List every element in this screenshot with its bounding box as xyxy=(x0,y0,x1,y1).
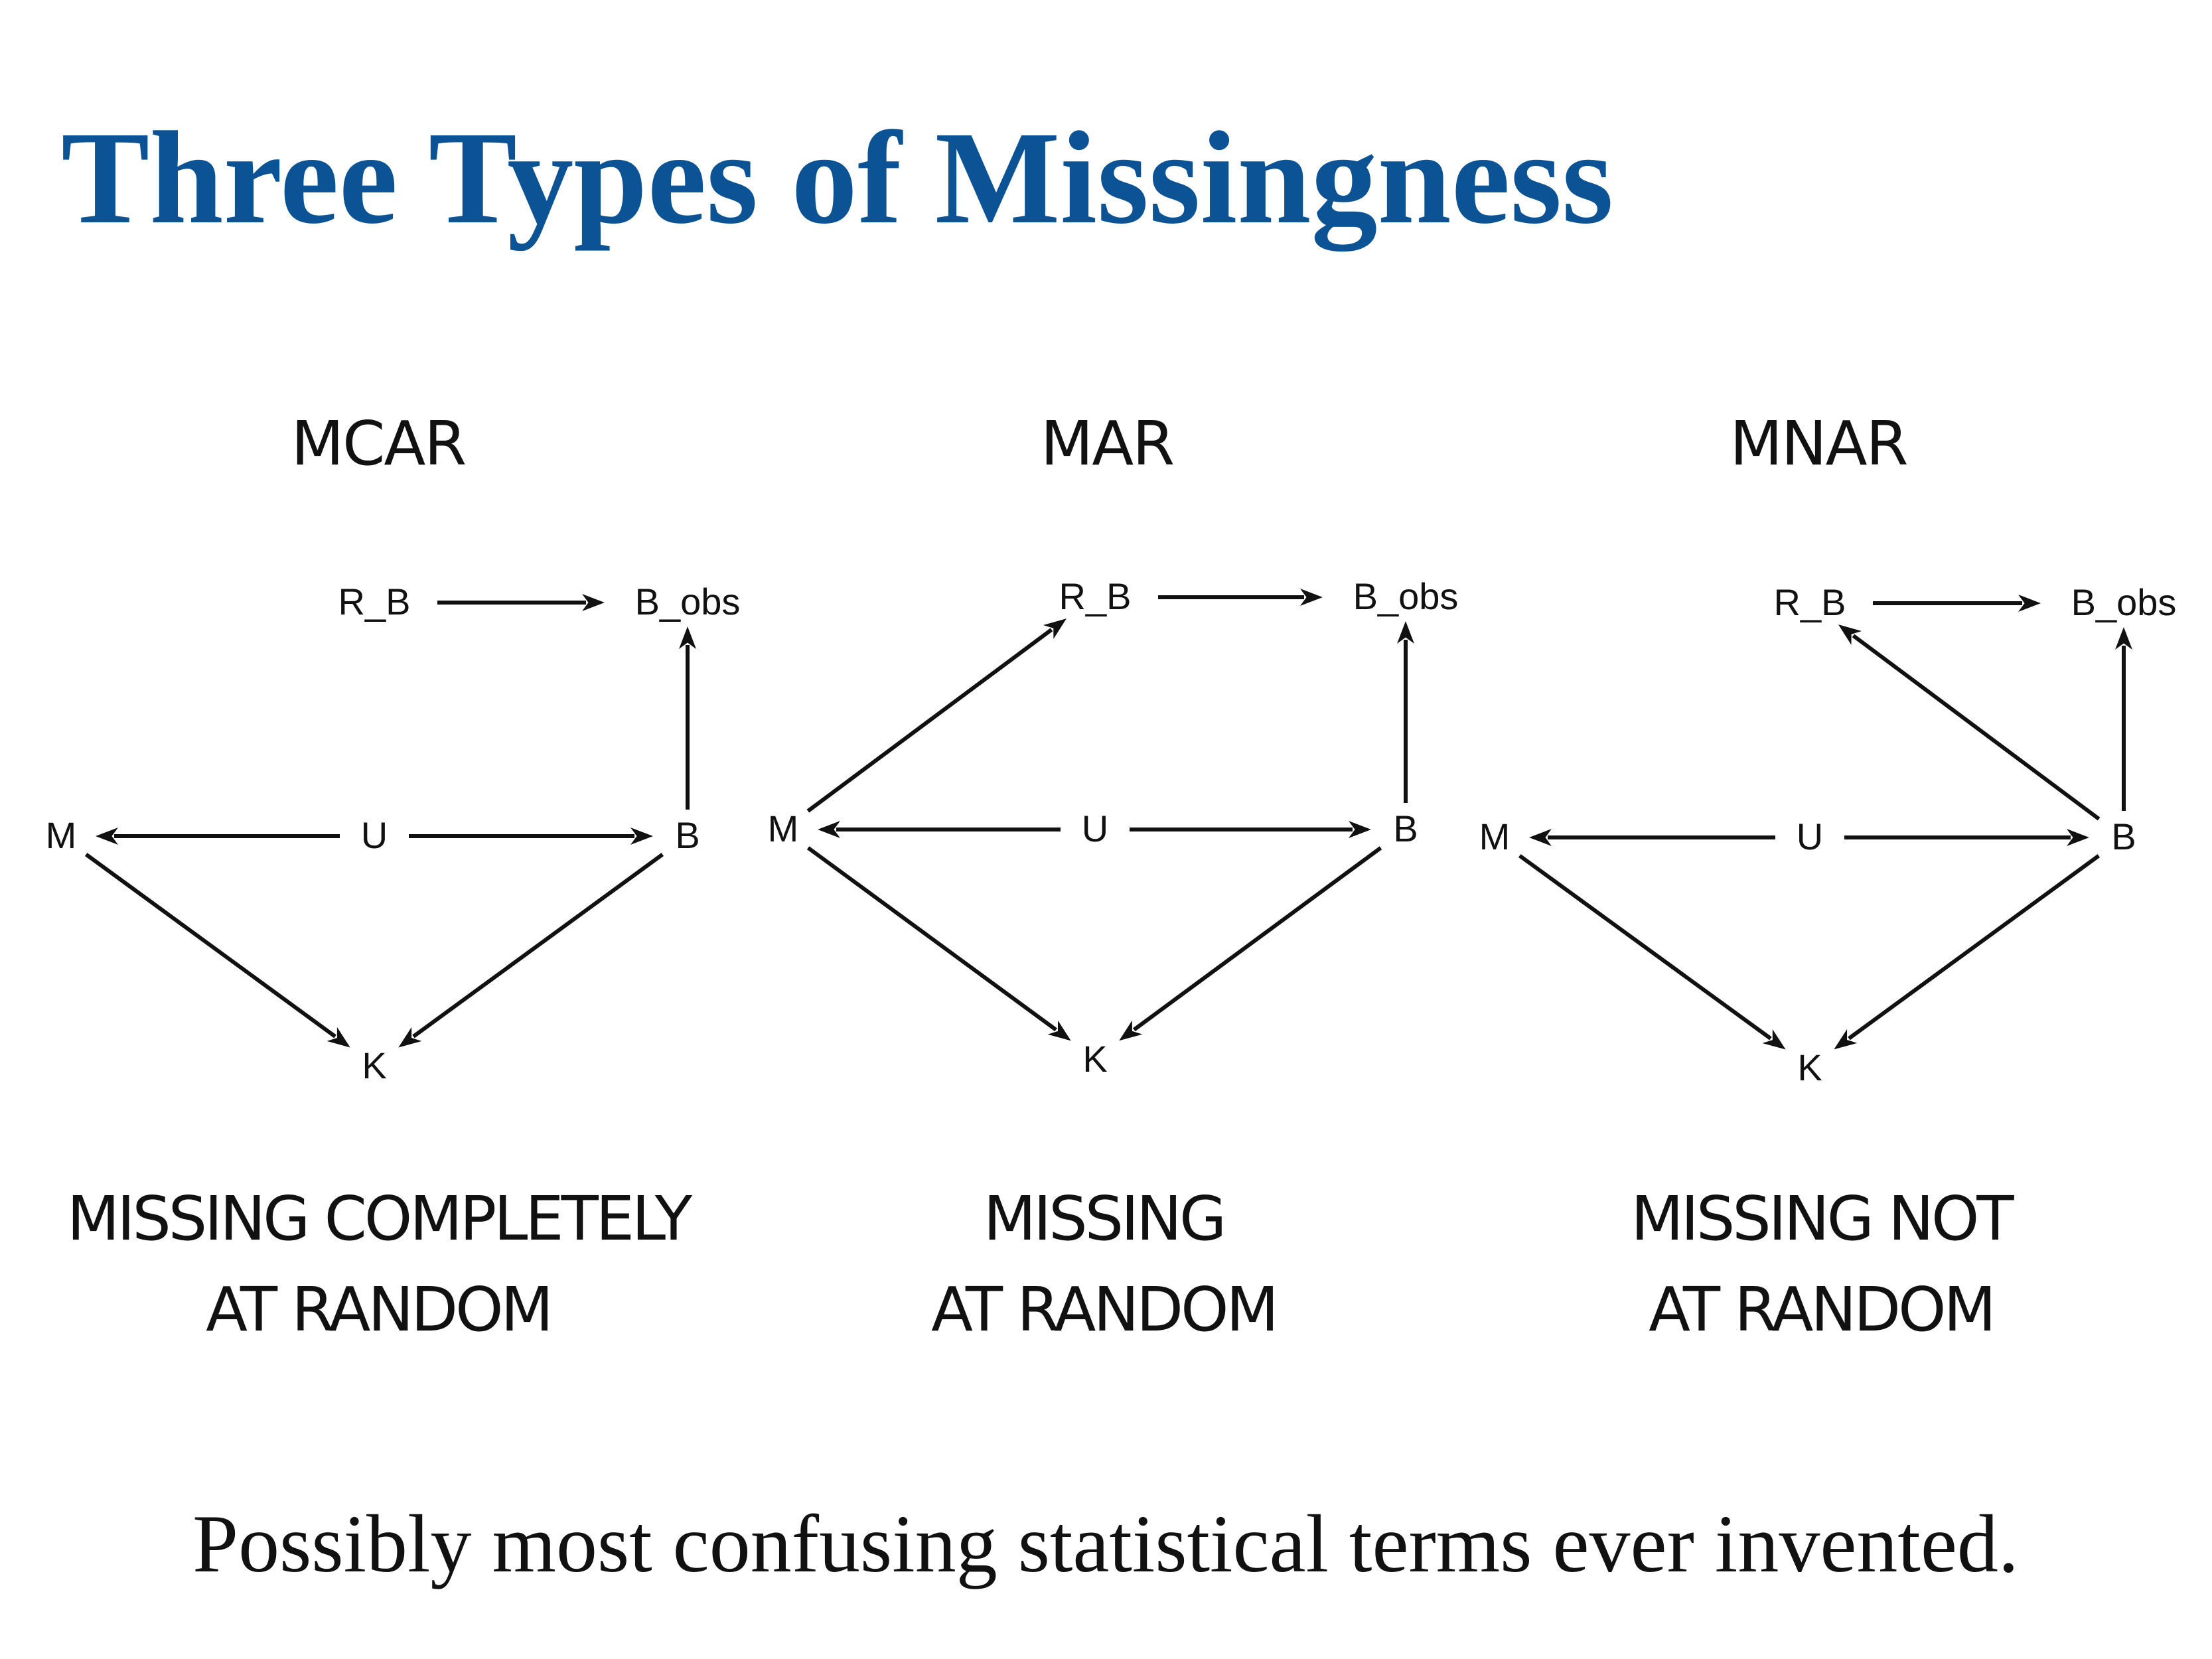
edge-line xyxy=(412,853,664,1039)
edge-u-to-m xyxy=(96,828,340,845)
arrow-head-icon xyxy=(679,626,696,649)
panel-heading-mcar: MCAR xyxy=(291,408,466,479)
arrow-head-icon xyxy=(1397,621,1414,644)
edge-line xyxy=(806,846,1057,1032)
edge-m-to-r-b xyxy=(806,618,1067,813)
arrow-head-icon xyxy=(1529,829,1552,846)
panel-heading-mar: MAR xyxy=(1041,408,1173,479)
arrow-head-icon xyxy=(630,828,653,845)
arrow-head-icon xyxy=(2115,627,2132,650)
node-r-b: R_B xyxy=(338,581,411,622)
arrow-head-icon xyxy=(327,1027,350,1048)
edge-m-to-k xyxy=(1518,854,1786,1050)
arrow-head-icon xyxy=(1300,589,1323,606)
node-k: K xyxy=(362,1045,386,1086)
arrow-head-icon xyxy=(1349,821,1371,838)
dag-mcar: M U B K R_B B_obs xyxy=(46,581,741,1086)
arrow-head-icon xyxy=(2067,829,2089,846)
slide-title: Three Types of Missingness xyxy=(61,105,1613,252)
edge-b-to-b-obs xyxy=(2115,627,2132,811)
edge-b-to-b-obs xyxy=(679,626,696,810)
edge-u-to-b xyxy=(409,828,653,845)
edge-b-to-k xyxy=(398,853,664,1048)
node-b: B xyxy=(2111,816,2136,857)
edge-b-to-k xyxy=(1834,854,2101,1050)
edge-r-b-to-b-obs xyxy=(437,594,605,611)
edge-line xyxy=(806,628,1053,813)
edge-u-to-m xyxy=(1529,829,1775,846)
edge-line xyxy=(1848,854,2101,1041)
edge-b-to-r-b xyxy=(1838,624,2101,821)
node-u: U xyxy=(1797,816,1823,857)
node-r-b: R_B xyxy=(1774,581,1846,623)
edge-line xyxy=(1132,846,1382,1032)
arrow-head-icon xyxy=(2018,595,2041,612)
panel-caption-mnar-line2: AT RANDOM xyxy=(1649,1274,1994,1345)
node-b: B xyxy=(675,814,700,856)
dag-mar: M U B K R_B B_obs xyxy=(768,575,1459,1080)
arrow-head-icon xyxy=(1838,624,1862,645)
edge-m-to-k xyxy=(84,853,350,1048)
node-k: K xyxy=(1797,1046,1822,1088)
edge-u-to-b xyxy=(1844,829,2089,846)
panel-heading-mnar: MNAR xyxy=(1730,408,1907,479)
node-b: B xyxy=(1393,808,1418,849)
arrow-head-icon xyxy=(398,1027,422,1048)
edge-m-to-k xyxy=(806,846,1071,1041)
arrow-head-icon xyxy=(1762,1029,1786,1050)
panel-caption-mar-line1: MISSING xyxy=(984,1183,1224,1254)
node-b-obs: B_obs xyxy=(635,581,741,622)
dag-mnar: M U B K R_B B_obs xyxy=(1479,581,2177,1088)
panel-caption-mar-line2: AT RANDOM xyxy=(931,1274,1276,1345)
panel-caption-mnar-line1: MISSING NOT xyxy=(1631,1183,2014,1254)
panel-caption-mcar-line1: MISSING COMPLETELY xyxy=(67,1183,693,1254)
edge-u-to-b xyxy=(1130,821,1371,838)
edge-u-to-m xyxy=(818,821,1061,838)
node-k: K xyxy=(1082,1038,1107,1080)
edge-line xyxy=(1852,634,2101,821)
edge-r-b-to-b-obs xyxy=(1158,589,1323,606)
node-m: M xyxy=(46,814,77,856)
arrow-head-icon xyxy=(1834,1029,1858,1050)
edge-b-to-b-obs xyxy=(1397,621,1414,803)
node-b-obs: B_obs xyxy=(2071,581,2177,623)
node-u: U xyxy=(1082,808,1108,849)
node-m: M xyxy=(768,808,799,849)
edge-line xyxy=(84,853,336,1039)
node-u: U xyxy=(361,814,388,856)
panel-caption-mcar-line2: AT RANDOM xyxy=(206,1274,551,1345)
edge-b-to-k xyxy=(1119,846,1382,1041)
edge-r-b-to-b-obs xyxy=(1873,595,2041,612)
arrow-head-icon xyxy=(1119,1020,1143,1041)
node-r-b: R_B xyxy=(1059,575,1132,617)
arrow-head-icon xyxy=(96,828,118,845)
footer-note: Possibly most confusing statistical term… xyxy=(192,1498,2019,1589)
arrow-head-icon xyxy=(1043,618,1067,639)
node-m: M xyxy=(1479,816,1511,857)
node-b-obs: B_obs xyxy=(1353,575,1459,617)
arrow-head-icon xyxy=(1047,1020,1071,1041)
edge-line xyxy=(1518,854,1772,1041)
arrow-head-icon xyxy=(582,594,605,611)
arrow-head-icon xyxy=(818,821,840,838)
